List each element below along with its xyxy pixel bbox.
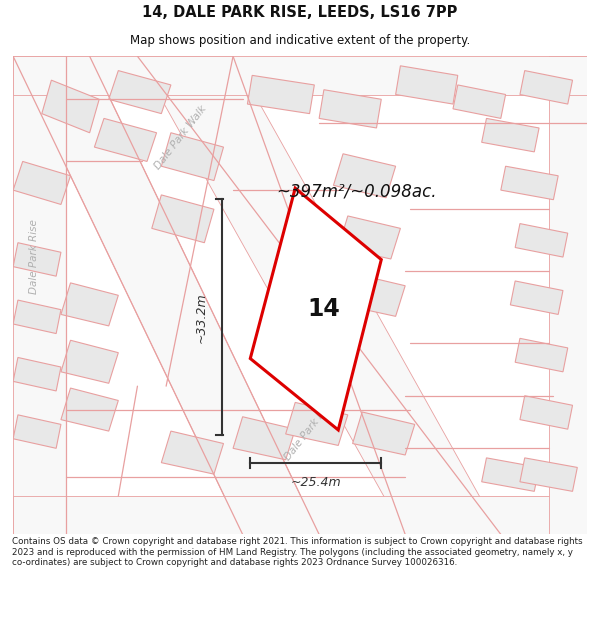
Polygon shape [109, 71, 171, 114]
Polygon shape [511, 281, 563, 314]
Polygon shape [482, 118, 539, 152]
Polygon shape [13, 357, 61, 391]
Text: 14: 14 [308, 297, 340, 321]
Polygon shape [247, 76, 314, 114]
Polygon shape [42, 80, 99, 132]
Polygon shape [395, 66, 458, 104]
Polygon shape [61, 283, 118, 326]
Polygon shape [520, 396, 572, 429]
Polygon shape [286, 402, 348, 446]
Polygon shape [152, 195, 214, 242]
Text: ~25.4m: ~25.4m [290, 476, 341, 489]
Polygon shape [520, 458, 577, 491]
Polygon shape [13, 415, 61, 448]
Polygon shape [453, 85, 506, 118]
Polygon shape [161, 431, 223, 474]
Polygon shape [13, 56, 319, 534]
Text: ~397m²/~0.098ac.: ~397m²/~0.098ac. [276, 182, 437, 201]
Polygon shape [250, 188, 381, 430]
Polygon shape [13, 161, 70, 204]
Polygon shape [515, 338, 568, 372]
Polygon shape [501, 166, 558, 200]
Polygon shape [161, 132, 223, 181]
Text: Contains OS data © Crown copyright and database right 2021. This information is : Contains OS data © Crown copyright and d… [12, 538, 583, 568]
Polygon shape [13, 56, 587, 94]
Polygon shape [137, 56, 501, 534]
Text: ~33.2m: ~33.2m [194, 292, 207, 342]
Polygon shape [13, 242, 61, 276]
Polygon shape [13, 300, 61, 334]
Text: Dale Park Walk: Dale Park Walk [152, 104, 208, 171]
Polygon shape [548, 56, 587, 534]
Text: 14, DALE PARK RISE, LEEDS, LS16 7PP: 14, DALE PARK RISE, LEEDS, LS16 7PP [142, 5, 458, 20]
Polygon shape [233, 417, 295, 460]
Polygon shape [334, 154, 395, 198]
Text: Dale Park Rise: Dale Park Rise [29, 219, 39, 294]
Text: Map shows position and indicative extent of the property.: Map shows position and indicative extent… [130, 34, 470, 47]
Polygon shape [13, 56, 66, 534]
Polygon shape [319, 90, 381, 128]
Polygon shape [482, 458, 539, 491]
Polygon shape [515, 224, 568, 257]
Polygon shape [94, 118, 157, 161]
Polygon shape [353, 412, 415, 455]
Polygon shape [61, 340, 118, 383]
Polygon shape [338, 216, 400, 259]
Polygon shape [61, 388, 118, 431]
Text: Dale Park Rise: Dale Park Rise [283, 397, 337, 462]
Polygon shape [13, 496, 587, 534]
Polygon shape [520, 71, 572, 104]
Polygon shape [343, 273, 405, 316]
